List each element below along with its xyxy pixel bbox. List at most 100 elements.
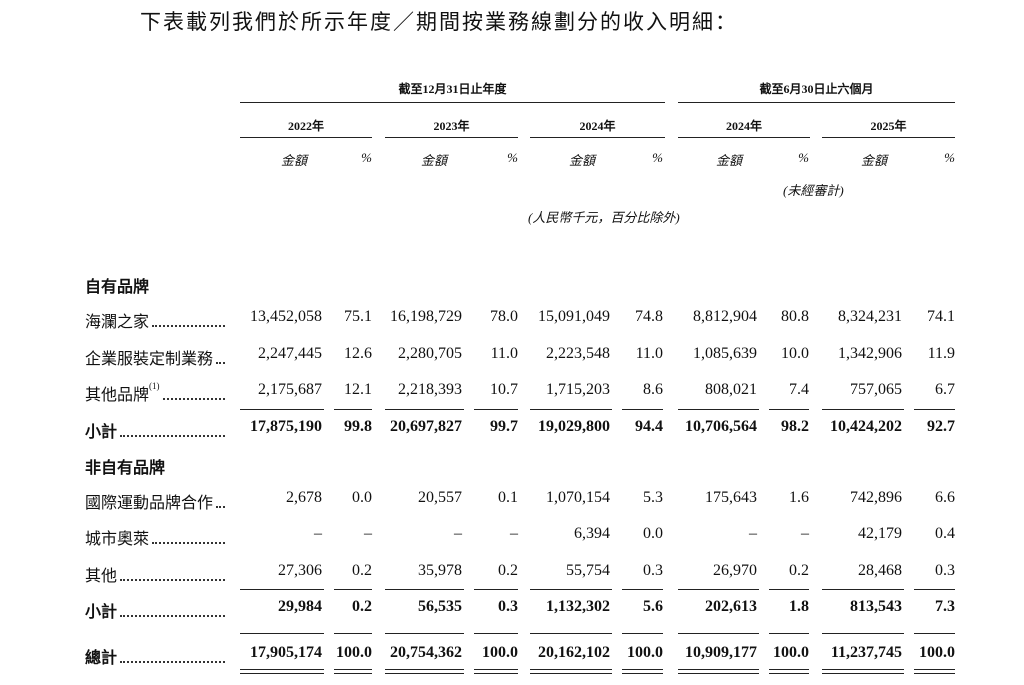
value-cell: 0.4 (935, 525, 955, 542)
double-rule (530, 669, 612, 670)
value-cell: – (801, 525, 809, 542)
total-rule (822, 633, 904, 634)
value-cell: 10,909,177 (685, 644, 757, 661)
footnote-ref: (1) (149, 381, 160, 391)
total-rule (622, 633, 663, 634)
amount-header: 金額 (420, 153, 447, 168)
double-rule (240, 673, 324, 674)
value-cell: 26,970 (713, 561, 757, 579)
value-cell: 28,468 (858, 561, 902, 579)
row-label: 總計 (85, 644, 227, 668)
subtotal-rule (385, 408, 464, 410)
value-cell: 75.1 (344, 308, 372, 325)
value-cell: 10.7 (490, 381, 518, 398)
label-text: 城市奧萊 (85, 531, 150, 548)
subtotal-rule (240, 408, 324, 410)
rule (385, 137, 518, 138)
subtotal-rule (822, 408, 904, 410)
value-cell: 100.0 (773, 644, 809, 661)
value-cell: 56,535 (418, 598, 462, 615)
subtotal-rule (385, 589, 464, 590)
value-cell: 0.3 (498, 598, 518, 615)
total-rule (474, 633, 518, 634)
row-label: 小計 (85, 598, 227, 622)
double-rule (622, 669, 663, 670)
label-text: 小計 (85, 604, 118, 621)
amount-header: 金額 (860, 153, 887, 168)
rule (678, 137, 810, 138)
subtotal-rule (240, 589, 324, 590)
value-cell: 1,132,302 (546, 598, 610, 615)
value-cell: 6.6 (935, 488, 955, 506)
value-cell: 202,613 (705, 598, 757, 615)
double-rule (334, 669, 372, 670)
value-cell: 742,896 (850, 488, 902, 506)
value-cell: 7.4 (789, 381, 809, 398)
value-cell: 813,543 (850, 598, 902, 615)
value-cell: 27,306 (278, 561, 322, 579)
value-cell: 0.3 (643, 561, 663, 579)
value-cell: – (749, 525, 757, 542)
value-cell: 80.8 (781, 308, 809, 325)
leader-dots (162, 381, 225, 400)
value-cell: 98.2 (781, 417, 809, 435)
total-rule (678, 633, 759, 634)
value-cell: 0.2 (498, 561, 518, 579)
intro: 下表載列我們於所示年度／期間按業務線劃分的收入明細： (140, 10, 738, 34)
value-cell: 17,875,190 (250, 417, 322, 435)
row-label: 其他 (85, 562, 227, 586)
total-rule (530, 633, 612, 634)
double-rule (334, 673, 372, 674)
label-text: 國際運動品牌合作 (85, 494, 214, 512)
value-cell: – (314, 525, 322, 542)
value-cell: 20,754,362 (390, 644, 462, 661)
value-cell: 11,237,745 (830, 644, 902, 661)
row-label: 企業服裝定制業務 (85, 345, 227, 369)
value-cell: 1,342,906 (838, 344, 902, 362)
group-header: 截至6月30日止六個月 (759, 82, 874, 96)
row-label: 國際運動品牌合作 (85, 489, 227, 513)
value-cell: 11.9 (927, 344, 955, 362)
double-rule (769, 673, 809, 674)
value-cell: 15,091,049 (538, 308, 610, 325)
total-rule (334, 633, 372, 634)
subtotal-rule (678, 589, 759, 590)
leader-dots (152, 525, 225, 544)
rule (530, 137, 665, 138)
value-cell: 100.0 (919, 644, 955, 661)
double-rule (240, 669, 324, 670)
section-title: 非自有品牌 (85, 459, 166, 477)
pct-header: % (507, 150, 518, 165)
value-cell: 74.8 (635, 308, 663, 325)
double-rule (678, 673, 759, 674)
value-cell: 2,247,445 (258, 344, 322, 362)
value-cell: 0.2 (352, 598, 372, 615)
double-rule (914, 669, 955, 670)
double-rule (678, 669, 759, 670)
value-cell: 8,324,231 (838, 308, 902, 325)
total-rule (769, 633, 809, 634)
value-cell: 29,984 (278, 598, 322, 615)
value-cell: 2,280,705 (398, 344, 462, 362)
double-rule (530, 673, 612, 674)
subtotal-rule (914, 408, 955, 410)
label-text: 企業服裝定制業務 (85, 350, 214, 368)
subtotal-rule (678, 408, 759, 410)
value-cell: 20,162,102 (538, 644, 610, 661)
value-cell: 1,715,203 (546, 381, 610, 398)
double-rule (474, 673, 518, 674)
year-header: 2024年 (725, 119, 762, 133)
value-cell: 0.2 (352, 561, 372, 579)
value-cell: 20,557 (418, 488, 462, 506)
unit-note: (人民幣千元，百分比除外) (528, 210, 680, 225)
section-title: 自有品牌 (85, 279, 150, 296)
double-rule (769, 669, 809, 670)
value-cell: 5.6 (643, 598, 663, 615)
value-cell: 1,085,639 (693, 344, 757, 362)
value-cell: 0.0 (643, 525, 663, 542)
value-cell: 12.6 (344, 344, 372, 362)
total-rule (385, 633, 464, 634)
value-cell: 55,754 (566, 561, 610, 579)
rule (678, 102, 955, 103)
value-cell: 808,021 (705, 381, 757, 398)
